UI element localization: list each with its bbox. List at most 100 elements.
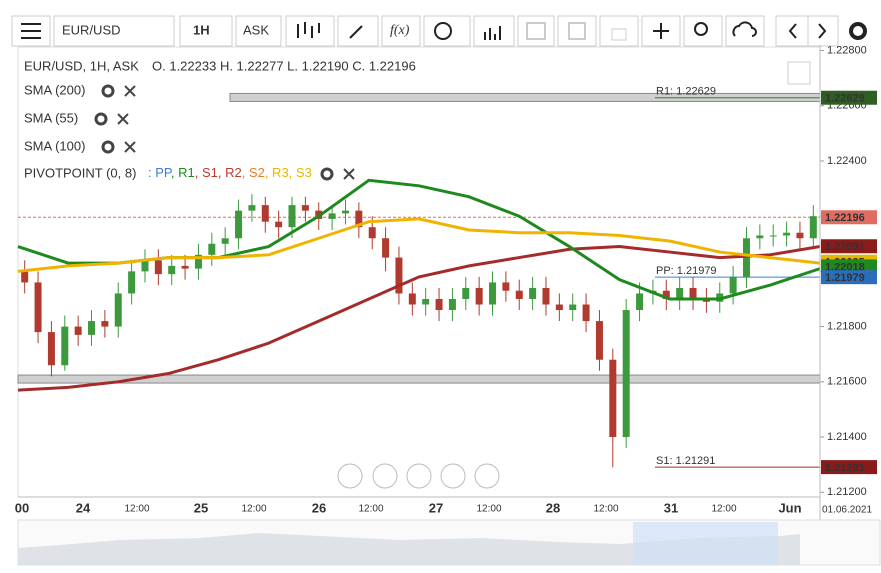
- candle-body: [609, 359, 617, 438]
- pivot-part: , R1: [171, 165, 195, 180]
- volume-button[interactable]: [473, 15, 515, 47]
- price-type-select[interactable]: [235, 15, 282, 47]
- candle-body: [783, 232, 791, 236]
- x-tick-label: 24: [76, 500, 91, 515]
- candle-body: [248, 205, 256, 211]
- candle-body: [662, 290, 670, 299]
- legend: EUR/USD, 1H, ASK O. 1.22233 H. 1.22277 L…: [24, 58, 811, 181]
- settings-button[interactable]: [849, 22, 867, 40]
- pivot-level-label: S1: 1.21291: [656, 455, 715, 467]
- pivot-settings[interactable]: [320, 167, 334, 181]
- zoom-controls: [337, 463, 500, 489]
- candle-body: [448, 298, 456, 311]
- candle-body: [355, 210, 363, 228]
- interval: 1H: [193, 22, 210, 37]
- indicator-remove[interactable]: [117, 113, 129, 125]
- interval-select[interactable]: [179, 15, 233, 47]
- pivot-remove[interactable]: [343, 168, 355, 180]
- pivot-level-label: PP: 1.21979: [656, 265, 717, 277]
- calendar-button[interactable]: [517, 15, 555, 47]
- popout-button[interactable]: [787, 61, 811, 85]
- indicator-settings[interactable]: [94, 112, 108, 126]
- back-button[interactable]: [775, 15, 809, 47]
- candle-body: [636, 293, 644, 311]
- bars-icon: [484, 26, 501, 40]
- forward-button[interactable]: [807, 15, 839, 47]
- candle-body: [154, 260, 162, 275]
- price-type: ASK: [243, 22, 269, 37]
- pivot-part: , R2: [218, 165, 242, 180]
- candle-body: [582, 304, 590, 322]
- x-tick-label: Jun: [778, 500, 801, 515]
- pivot-part: : PP: [148, 165, 172, 180]
- candle-body: [408, 293, 416, 305]
- symbol: EUR/USD: [62, 22, 121, 37]
- candle-body: [47, 332, 55, 366]
- navigator: [17, 519, 881, 566]
- sma-line: [17, 217, 821, 273]
- candle-body: [462, 287, 470, 299]
- candle-body: [422, 298, 430, 305]
- candle-body: [208, 243, 216, 255]
- candle-body: [502, 282, 510, 291]
- chart-type-button[interactable]: [285, 15, 335, 47]
- indicator-remove[interactable]: [124, 141, 136, 153]
- info-button[interactable]: [423, 15, 471, 47]
- legend-ohlc: O. 1.22233 H. 1.22277 L. 1.22190 C. 1.22…: [152, 58, 416, 73]
- y-tick-label: 1.22800: [827, 44, 867, 56]
- x-tick-label: 00: [15, 500, 29, 515]
- zoom-button[interactable]: [683, 15, 723, 47]
- indicators-button[interactable]: [381, 15, 421, 47]
- y-tick-label: 1.21400: [827, 431, 867, 443]
- pivot-level-label: R1: 1.22629: [656, 86, 716, 98]
- zoom-icon: [694, 22, 708, 36]
- navigator-window[interactable]: [633, 522, 778, 565]
- candle-body: [301, 205, 309, 211]
- symbol-select[interactable]: [53, 15, 175, 47]
- cloud-icon: [732, 21, 757, 37]
- indicator-settings[interactable]: [101, 140, 115, 154]
- candle-body: [569, 304, 577, 311]
- sma-line: [17, 245, 821, 392]
- x-tick-label: 28: [546, 500, 560, 515]
- candle-body: [288, 205, 296, 228]
- scroll-right[interactable]: [474, 463, 500, 489]
- candle-body: [128, 271, 136, 294]
- fx-icon: f(x): [390, 23, 410, 38]
- candle-body: [21, 271, 29, 283]
- zoom-in[interactable]: [440, 463, 466, 489]
- candle-body: [235, 210, 243, 239]
- indicator-settings[interactable]: [101, 84, 115, 98]
- legend-pivot: PIVOTPOINT (0, 8): [24, 165, 136, 180]
- candle-body: [368, 227, 376, 239]
- candle-body: [261, 205, 269, 222]
- news-icon: [568, 22, 586, 40]
- reset[interactable]: [406, 463, 432, 489]
- zoom-out[interactable]: [372, 463, 398, 489]
- indicator-remove[interactable]: [124, 85, 136, 97]
- candle-body: [221, 238, 229, 244]
- y-tick-label: 1.21800: [827, 321, 867, 333]
- date-label: 01.06.2021: [822, 505, 872, 516]
- price-tag: [821, 259, 877, 274]
- candle-body: [101, 321, 109, 327]
- export-button[interactable]: [725, 15, 765, 47]
- legend-indicator: SMA (100): [24, 138, 85, 153]
- price-tag: [821, 239, 877, 254]
- legend-indicator: SMA (55): [24, 110, 78, 125]
- candle-body: [769, 235, 777, 237]
- candle-body: [595, 321, 603, 360]
- crosshair-icon: [653, 23, 669, 39]
- scroll-left[interactable]: [337, 463, 363, 489]
- price-tag-label: 1.22629: [825, 93, 865, 105]
- x-tick-label: 12:00: [241, 504, 266, 515]
- x-tick-label: 12:00: [124, 504, 149, 515]
- candle-body: [275, 221, 283, 228]
- y-tick-label: 1.22400: [827, 155, 867, 167]
- x-tick-label: 27: [429, 500, 443, 515]
- candle-body: [181, 265, 189, 269]
- forward-icon: [818, 23, 827, 39]
- candles-icon: [297, 22, 320, 38]
- candle-body: [382, 238, 390, 258]
